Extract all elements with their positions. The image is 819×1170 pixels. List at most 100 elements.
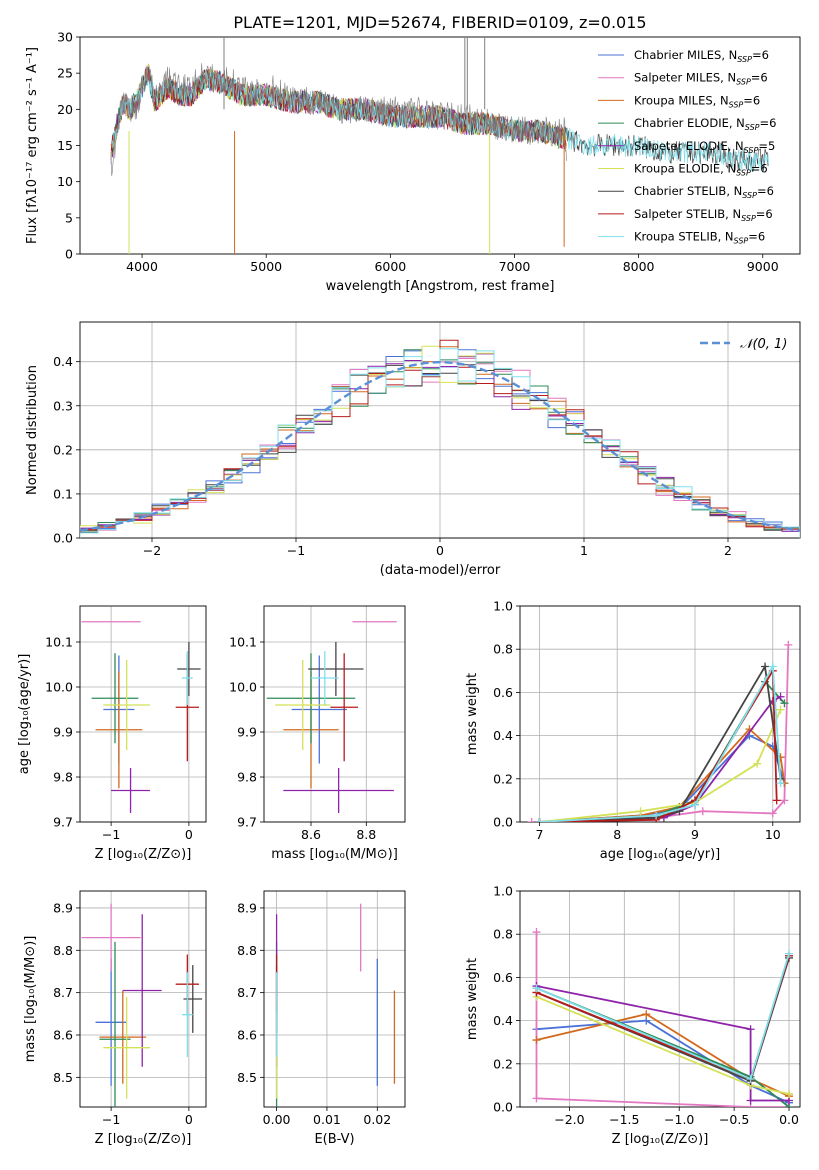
x-tick-label: −0.5	[719, 1112, 749, 1127]
mass-weight-marker	[698, 807, 707, 816]
mass-weight-series-chabrier-miles	[532, 1016, 794, 1107]
x-tick-label: −1.0	[664, 1112, 694, 1127]
mass-weight-line	[539, 709, 782, 822]
x-tick-label: 1	[580, 543, 588, 558]
y-tick-label: 8.5	[237, 1070, 257, 1085]
normal-curve	[80, 360, 800, 532]
legend-label-base: Kroupa ELODIE, N	[634, 162, 736, 176]
y-tick-label: 0.0	[53, 531, 73, 546]
legend-label-tail: =6	[743, 93, 760, 107]
y-tick-label: 8.9	[53, 900, 73, 915]
legend-label: Chabrier STELIB, NSSP=6	[634, 184, 774, 200]
x-tick-label: 10	[765, 827, 781, 842]
plot-area-age_Z	[81, 621, 201, 813]
axes-mass_Z: −1 0 8.5 8.6 8.7 8.8 8.9 Z [log₁₀(Z/Z⊙)] mass [l…	[23, 890, 207, 1147]
y-tick-label: 8.6	[237, 1028, 257, 1043]
y-tick-label: 0.0	[493, 1100, 513, 1115]
legend-label-tail: =6	[757, 184, 774, 198]
y-tick-label: 9.8	[53, 770, 73, 785]
y-tick-label: 0.6	[493, 970, 513, 985]
plot-layer: 4000 5000 6000 7000 8000 9000051015202530wave…	[17, 30, 801, 1147]
mass-weight-line	[539, 663, 782, 822]
x-tick-label: 8.8	[356, 827, 376, 842]
errorbar-kroupa-stelib	[181, 651, 193, 705]
axes-frame	[79, 605, 207, 823]
mass-weight-marker	[746, 1074, 755, 1083]
legend-label: Chabrier ELODIE, NSSP=6	[634, 116, 776, 132]
legend-label-tail: =6	[760, 116, 777, 130]
errorbar-kroupa-miles	[95, 671, 143, 789]
y-tick-label: 1.0	[493, 599, 513, 614]
legend-label-base: Salpeter STELIB, N	[634, 207, 741, 221]
data-spectrum-line	[110, 63, 567, 176]
y-tick-label: 0.1	[53, 486, 73, 501]
y-tick-label: 0.8	[493, 927, 513, 942]
x-axis-label: mass [log₁₀(M/M⊙)]	[271, 847, 398, 862]
mass-weight-series-salpeter-stelib	[532, 951, 794, 1083]
mass-weight-series-kroupa-elodie	[535, 705, 785, 822]
x-tick-label: 0	[185, 827, 193, 842]
y-tick-label: 0.4	[493, 1013, 513, 1028]
x-tick-label: −2.0	[554, 1112, 584, 1127]
y-axis-label: Flux [fλ10⁻¹⁷ erg cm⁻² s⁻¹ A⁻¹]	[25, 47, 40, 244]
y-tick-label: 0	[65, 247, 73, 262]
y-tick-label: 8.9	[237, 900, 257, 915]
axes-frame	[79, 321, 801, 539]
mass-weight-marker	[761, 662, 769, 671]
mass-weight-series-kroupa-stelib	[535, 662, 785, 822]
x-axis-label: age [log₁₀(age/yr)]	[600, 847, 721, 862]
y-tick-label: 10.1	[229, 635, 257, 650]
axes-frame	[263, 890, 406, 1108]
y-axis-label: mass [log₁₀(M/M⊙)]	[23, 936, 38, 1063]
y-tick-label: 8.8	[237, 943, 257, 958]
mass-weight-marker	[636, 807, 645, 816]
legend-label: 𝒩(0, 1)	[740, 337, 787, 352]
y-tick-label: 0.3	[53, 398, 73, 413]
errorbar-kroupa-stelib	[181, 972, 193, 1058]
legend-label-sub: SSP	[734, 237, 749, 246]
plot-area-mass_Z	[81, 903, 203, 1107]
legend-label-tail: =6	[751, 162, 768, 176]
mass-weight-marker	[532, 1094, 541, 1103]
legend-label-sub: SSP	[736, 169, 751, 178]
legend-label-base: Chabrier STELIB, N	[634, 184, 742, 198]
mass-weight-line	[539, 680, 786, 822]
figure-title: PLATE=1201, MJD=52674, FIBERID=0109, z=0…	[233, 13, 646, 32]
mass-weight-marker	[780, 796, 789, 805]
y-tick-label: 0.2	[53, 442, 73, 457]
mass-weight-marker	[768, 809, 777, 818]
errorbar-salpeter-miles	[81, 903, 141, 972]
y-tick-label: 0.0	[493, 815, 513, 830]
legend-label-tail: =6	[756, 207, 773, 221]
errorbar-salpeter-elodie	[283, 768, 394, 813]
legend-label: Kroupa STELIB, NSSP=6	[634, 230, 765, 246]
mass-weight-marker	[776, 779, 785, 788]
axes-frame	[519, 890, 801, 1108]
mass-weight-marker	[785, 1090, 794, 1099]
legend-label: Salpeter MILES, NSSP=6	[634, 71, 768, 87]
x-tick-label: 0	[436, 543, 444, 558]
y-tick-label: 9.7	[53, 815, 73, 830]
y-tick-label: 8.6	[53, 1028, 73, 1043]
axes-frame	[263, 605, 406, 823]
x-tick-label: 4000	[126, 259, 158, 274]
axes-mass_ebv: 0.00 0.01 0.02 8.5 8.6 8.7 8.8 8.9 E(B-V)	[237, 890, 406, 1147]
x-axis-label: Z [log₁₀(Z/Z⊙)]	[95, 847, 192, 862]
axes-mw_age: 7 8 9 10 0.0 0.2 0.4 0.6 0.8 1.0 age [log₁₀(age/yr…	[465, 599, 801, 862]
mass-weight-marker	[746, 1096, 755, 1105]
y-axis-label: mass weight	[465, 673, 480, 755]
legend-label-sub: SSP	[729, 100, 744, 109]
legend-label: Salpeter ELODIE, NSSP=5	[634, 139, 775, 155]
errorbar-chabrier-elodie	[99, 941, 131, 1107]
errorbar-chabrier-miles	[291, 655, 347, 764]
plot-area-spectrum	[110, 37, 770, 254]
mass-weight-marker	[746, 1025, 755, 1034]
x-axis-label: Z [log₁₀(Z/Z⊙)]	[612, 1132, 709, 1147]
axes-spectrum: 4000 5000 6000 7000 8000 9000 0 5 10 15 20 25 30 wave…	[25, 30, 801, 294]
legend-label-sub: SSP	[741, 214, 756, 223]
mass-weight-marker	[527, 818, 536, 822]
mass-weight-line	[539, 663, 782, 822]
y-tick-label: 20	[57, 102, 73, 117]
legend-label-tail: =6	[751, 71, 768, 85]
y-tick-label: 8.7	[237, 985, 257, 1000]
